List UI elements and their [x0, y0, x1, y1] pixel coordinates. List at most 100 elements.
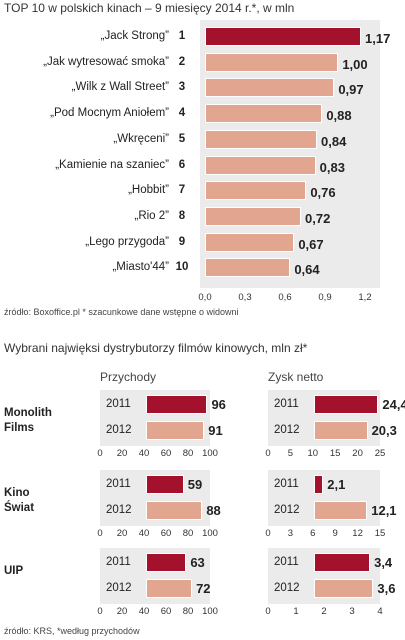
revenue-bar	[146, 579, 193, 598]
profit-value-label: 20,3	[371, 423, 397, 438]
profit-value-label: 3,6	[377, 581, 396, 596]
revenue-tick-label: 0	[97, 528, 103, 539]
distributor-name: Kino Świat	[4, 487, 35, 514]
profit-bar	[314, 395, 379, 414]
x-tick-label: 0,6	[278, 292, 292, 303]
profit-tick-label: 25	[374, 448, 386, 459]
profit-tick-label: 12	[352, 528, 363, 539]
year-label: 2012	[106, 424, 132, 436]
revenue-tick-label: 80	[182, 528, 194, 539]
revenue-tick-label: 100	[202, 606, 218, 617]
bar	[205, 155, 316, 175]
revenue-tick-label: 60	[160, 528, 172, 539]
film-title: „Jack Strong”	[100, 30, 169, 42]
revenue-tick-label: 20	[116, 528, 128, 539]
bar	[205, 258, 291, 278]
ranking-row: „Wkręceni” 5 0,84	[0, 129, 405, 152]
rank-number: 10	[175, 261, 189, 274]
profit-tick-label: 0	[265, 606, 271, 617]
bar-value-label: 0,88	[326, 108, 352, 124]
revenue-tick-label: 40	[138, 528, 150, 539]
bar-value-label: 0,76	[310, 185, 336, 201]
film-title: „Wilk z Wall Street”	[71, 81, 169, 94]
year-label: 2012	[106, 504, 132, 516]
profit-value-label: 24,4	[382, 397, 405, 412]
revenue-tick-label: 40	[138, 448, 150, 459]
rank-number: 8	[178, 209, 186, 222]
year-label: 2011	[106, 398, 131, 410]
bar	[205, 206, 301, 226]
revenue-tick-label: 80	[182, 606, 194, 617]
top10-chart: „Jack Strong” 1 1,17 „Jak wytresować smoka”…	[0, 20, 405, 290]
film-title: „Rio 2”	[134, 209, 169, 222]
bar-value-label: 0,72	[305, 210, 331, 226]
revenue-bar	[146, 501, 203, 520]
revenue-value-label: 59	[187, 477, 203, 492]
ranking-row: „Lego przygoda” 9 0,67	[0, 232, 405, 255]
film-title: „Miasto'44”	[112, 261, 169, 274]
distributor-name: UIP	[4, 565, 24, 577]
film-title: „Lego przygoda”	[85, 235, 169, 248]
profit-panel-title: Zysk netto	[268, 370, 324, 384]
ranking-row: „Pod Mocnym Aniołem” 4 0,88	[0, 104, 405, 126]
profit-tick-label: 5	[287, 448, 294, 459]
revenue-value-label: 91	[208, 423, 223, 438]
film-title: „Wkręceni”	[113, 132, 169, 145]
profit-tick-label: 6	[310, 528, 316, 539]
profit-tick-label: 9	[332, 528, 338, 539]
ranking-row: „Kamienie na szaniec” 6 0,83	[0, 155, 405, 178]
revenue-bar	[146, 421, 205, 440]
top10-x-axis: 0,0 0,3 0,6 0,9 1,2	[0, 292, 405, 306]
distributor-name: Monolith Films	[4, 407, 52, 434]
year-label: 2011	[274, 556, 299, 568]
ranking-row: „Wilk z Wall Street” 3 0,97	[0, 78, 405, 100]
bar-value-label: 1,00	[342, 56, 368, 72]
revenue-panel-title: Przychody	[100, 370, 157, 384]
year-label: 2012	[274, 504, 300, 516]
profit-value-label: 2,1	[327, 477, 346, 492]
bar-value-label: 0,97	[338, 82, 364, 98]
revenue-tick-label: 60	[160, 606, 172, 617]
x-tick-label: 0,3	[238, 292, 252, 303]
year-label: 2011	[106, 556, 131, 568]
profit-tick-label: 2	[321, 606, 327, 617]
revenue-tick-label: 0	[97, 448, 103, 459]
chart-title: TOP 10 w polskich kinach – 9 miesięcy 20…	[4, 1, 295, 15]
revenue-tick-label: 20	[116, 448, 128, 459]
revenue-value-label: 72	[196, 581, 211, 596]
ranking-row: „Jack Strong” 1 1,17	[0, 27, 405, 49]
rank-number: 1	[178, 30, 186, 42]
profit-tick-label: 4	[377, 606, 383, 617]
year-label: 2012	[274, 582, 300, 594]
x-tick-label: 0,9	[318, 292, 332, 303]
revenue-tick-label: 40	[138, 606, 150, 617]
bar-value-label: 1,17	[365, 31, 391, 46]
profit-tick-label: 3	[349, 606, 355, 617]
profit-tick-label: 3	[287, 528, 294, 539]
rank-number: 3	[178, 81, 186, 94]
revenue-bar	[146, 553, 187, 572]
profit-tick-label: 0	[265, 448, 271, 459]
rank-number: 7	[178, 184, 186, 197]
film-title: „Pod Mocnym Aniołem”	[50, 107, 169, 120]
ranking-row: „Miasto'44” 10 0,64	[0, 258, 405, 280]
revenue-tick-label: 100	[202, 528, 218, 539]
year-label: 2011	[274, 478, 299, 490]
bar	[205, 52, 339, 72]
ranking-row: „Jak wytresować smoka” 2 1,00	[0, 52, 405, 75]
profit-tick-label: 1	[293, 606, 299, 617]
rank-number: 6	[178, 158, 186, 171]
year-label: 2011	[106, 478, 131, 490]
x-tick-label: 1,2	[358, 292, 372, 303]
revenue-tick-label: 60	[160, 448, 172, 459]
bar-value-label: 0,84	[321, 133, 347, 149]
bar	[205, 181, 307, 201]
revenue-tick-label: 0	[97, 606, 103, 617]
profit-bar	[314, 579, 374, 598]
revenue-tick-label: 100	[202, 448, 218, 459]
ranking-row: „Rio 2” 8 0,72	[0, 206, 405, 229]
year-label: 2012	[274, 424, 300, 436]
revenue-value-label: 63	[190, 555, 205, 570]
profit-bar	[314, 421, 368, 440]
bar-value-label: 0,67	[298, 236, 324, 252]
